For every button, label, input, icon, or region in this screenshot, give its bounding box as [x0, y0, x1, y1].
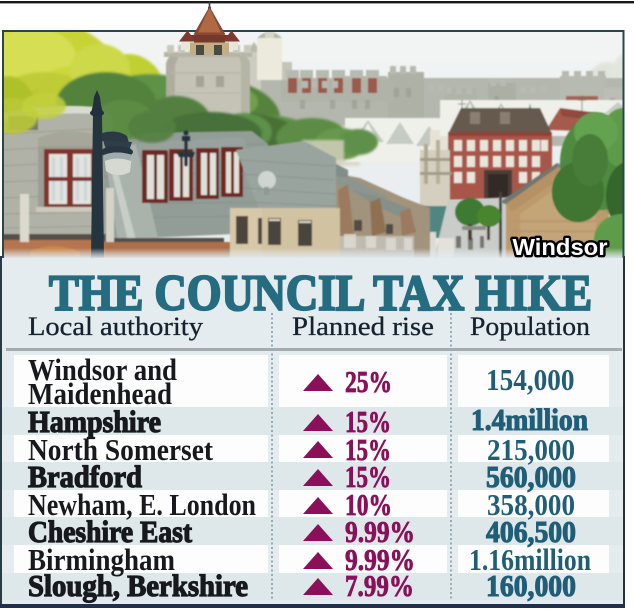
svg-text:Windsor: Windsor	[513, 234, 608, 260]
